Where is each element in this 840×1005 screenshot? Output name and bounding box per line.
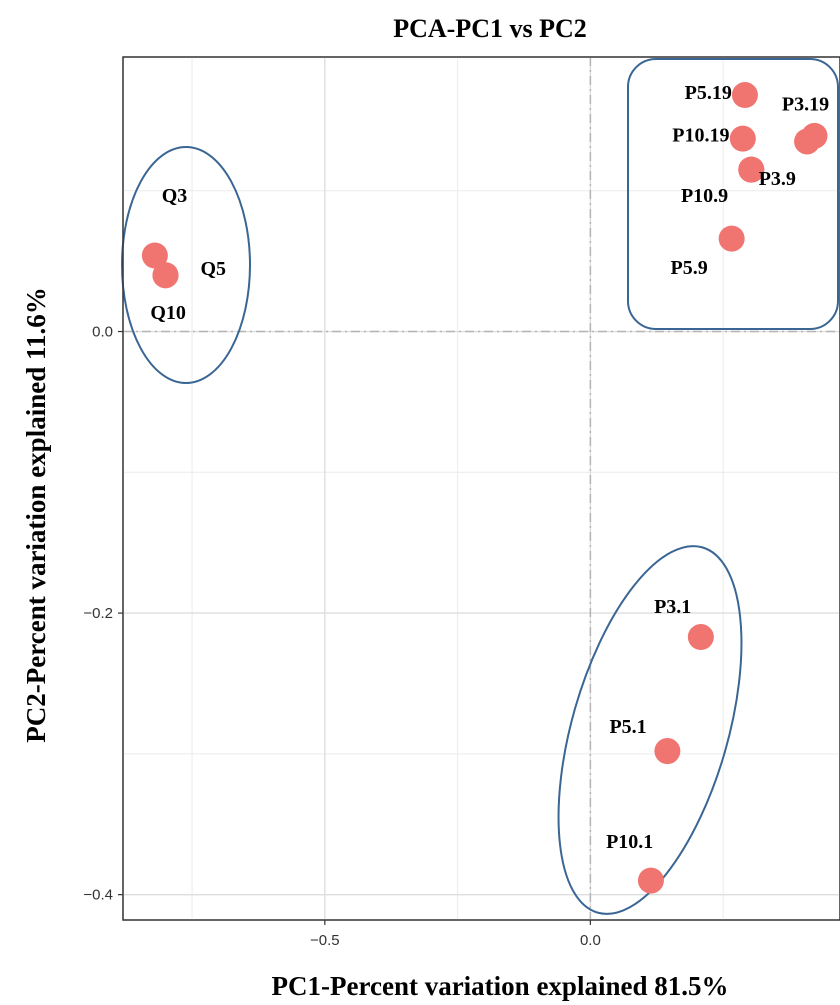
point-label: P5.19 — [685, 82, 732, 104]
point-label: Q3 — [162, 185, 188, 207]
reference-lines — [123, 57, 840, 920]
y-tick-label: −0.4 — [83, 887, 113, 904]
point-label: P10.1 — [606, 831, 653, 853]
point-label: Q5 — [201, 258, 227, 280]
data-points — [141, 82, 828, 894]
x-tick-label: −0.5 — [310, 932, 340, 949]
data-point — [729, 125, 756, 152]
group-outline-q — [121, 146, 251, 384]
group-outlines — [121, 58, 839, 915]
data-point — [738, 156, 765, 183]
plot-panel — [122, 56, 840, 921]
point-label: P10.9 — [681, 185, 728, 207]
data-point — [152, 262, 179, 289]
data-point — [637, 867, 664, 894]
grid-lines — [123, 57, 840, 920]
data-point — [801, 122, 828, 149]
plot-border — [122, 56, 840, 921]
data-point — [718, 225, 745, 252]
point-label: Q10 — [150, 302, 186, 324]
point-label: P3.1 — [654, 596, 691, 618]
chart-title: PCA-PC1 vs PC2 — [393, 14, 587, 43]
x-tick-label: 0.0 — [580, 932, 601, 949]
point-labels: Q3 Q5 Q10 P5.19 P3.19 P10.19 P3.9 P10.9 P5.9 P3.1… — [150, 82, 829, 853]
point-label: P3.19 — [782, 93, 829, 115]
y-axis-label: PC2-Percent variation explained 11.6% — [21, 287, 51, 742]
plot-area: Q3 Q5 Q10 P5.19 P3.19 P10.19 P3.9 P10.9 P5.9 P3.1… — [121, 56, 840, 921]
y-axis-ticks: 0.0 −0.2 −0.4 — [83, 324, 123, 904]
data-point — [731, 82, 758, 109]
x-axis-ticks: −0.5 0.0 — [310, 920, 601, 949]
y-tick-label: 0.0 — [92, 324, 113, 341]
point-label: P3.9 — [759, 168, 796, 190]
point-label: P5.1 — [609, 716, 646, 738]
y-tick-label: −0.2 — [83, 605, 113, 622]
data-point — [654, 738, 681, 765]
group-outline-p1 — [557, 545, 743, 915]
point-label: P5.9 — [671, 257, 708, 279]
data-point — [141, 242, 168, 269]
data-point — [687, 624, 714, 651]
x-axis-label: PC1-Percent variation explained 81.5% — [272, 971, 729, 1001]
point-label: P10.19 — [672, 124, 729, 146]
group-outline-p19-p9 — [627, 58, 839, 330]
